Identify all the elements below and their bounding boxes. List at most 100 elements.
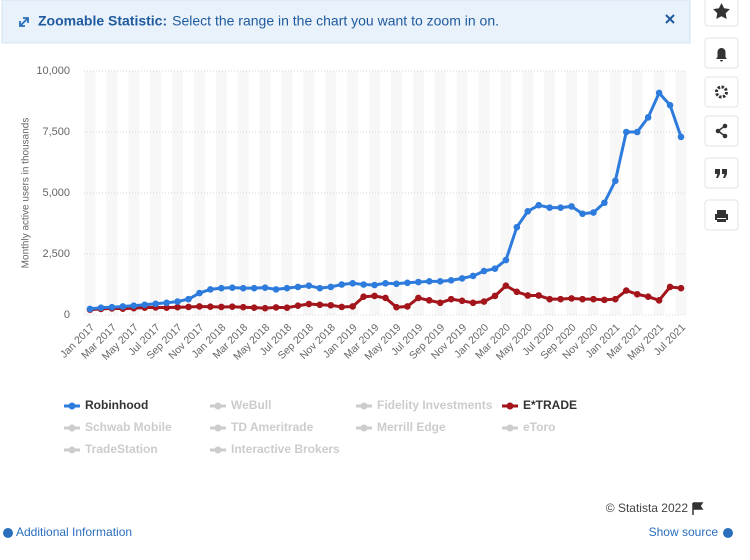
- close-button[interactable]: [665, 14, 675, 24]
- data-point: [97, 304, 105, 311]
- y-tick-label: 5,000: [42, 187, 70, 199]
- legend-symbol-dot: [214, 402, 222, 410]
- data-point: [579, 210, 586, 218]
- data-point: [174, 298, 181, 305]
- data-point: [458, 275, 466, 282]
- data-point: [666, 283, 674, 291]
- info-icon: [3, 528, 13, 538]
- data-point: [283, 284, 291, 292]
- show-source-link[interactable]: Show source: [649, 525, 719, 539]
- zoom-icon: [19, 17, 29, 27]
- band: [587, 71, 599, 315]
- additional-info-link[interactable]: Additional Information: [16, 525, 132, 539]
- data-point: [546, 295, 553, 303]
- data-point: [163, 299, 170, 307]
- data-point: [360, 293, 367, 301]
- band: [434, 71, 446, 315]
- data-point: [447, 277, 455, 284]
- data-point: [130, 302, 138, 310]
- legend-label: Merrill Edge: [377, 420, 446, 434]
- data-point: [393, 280, 400, 288]
- data-point: [250, 284, 258, 292]
- data-point: [371, 281, 378, 289]
- data-point: [513, 288, 521, 296]
- legend-label: Fidelity Investments: [377, 398, 493, 412]
- data-point: [524, 292, 532, 299]
- legend-label: Robinhood: [85, 398, 148, 412]
- cite-button[interactable]: [704, 157, 739, 189]
- legend-item[interactable]: TD Ameritrade: [210, 420, 314, 434]
- data-point: [108, 303, 116, 311]
- share-button[interactable]: [704, 115, 739, 147]
- legend-item[interactable]: WeBull: [210, 398, 271, 412]
- legend-item[interactable]: Interactive Brokers: [210, 442, 340, 456]
- data-point: [349, 279, 356, 287]
- data-point: [163, 304, 170, 311]
- legend-symbol-dot: [506, 424, 514, 432]
- data-point: [305, 300, 313, 308]
- legend-item[interactable]: Robinhood: [64, 398, 148, 412]
- data-point: [480, 298, 488, 305]
- band: [128, 71, 140, 315]
- data-point: [458, 297, 466, 305]
- band: [281, 71, 293, 315]
- data-point: [239, 284, 247, 292]
- share-dot: [715, 128, 721, 134]
- legend-symbol-dot: [68, 446, 76, 454]
- data-point: [272, 286, 280, 293]
- legend-item[interactable]: E*TRADE: [502, 398, 577, 412]
- data-point: [228, 303, 236, 311]
- legend-item[interactable]: Merrill Edge: [356, 420, 446, 434]
- bell-icon: [716, 48, 727, 62]
- legend-label: Schwab Mobile: [85, 420, 172, 434]
- banner: [1, 0, 691, 44]
- data-point: [601, 199, 608, 207]
- data-point: [436, 299, 444, 307]
- data-point: [382, 294, 389, 302]
- data-point: [579, 295, 586, 303]
- data-point: [294, 283, 302, 291]
- data-point: [502, 282, 510, 290]
- legend-item[interactable]: Fidelity Investments: [356, 398, 493, 412]
- band: [259, 71, 271, 315]
- data-point: [185, 295, 192, 303]
- band: [631, 71, 643, 315]
- legend-item[interactable]: eToro: [502, 420, 555, 434]
- star-icon: [713, 3, 730, 19]
- data-point: [535, 201, 543, 209]
- band: [653, 71, 665, 315]
- legend-symbol-dot: [68, 424, 76, 432]
- data-point: [272, 304, 280, 311]
- data-point: [327, 301, 335, 309]
- data-point: [152, 300, 159, 308]
- legend-item[interactable]: Schwab Mobile: [64, 420, 172, 434]
- banner-text: Select the range in the chart you want t…: [172, 13, 499, 29]
- legend-symbol-dot: [360, 402, 368, 410]
- y-tick-label: 10,000: [36, 65, 70, 77]
- data-point: [469, 299, 477, 307]
- data-point: [294, 302, 302, 310]
- data-point: [404, 279, 411, 287]
- settings-button[interactable]: [704, 76, 739, 108]
- data-point: [316, 284, 324, 292]
- banner-title: Zoomable Statistic:: [38, 13, 167, 29]
- band: [566, 71, 578, 315]
- legend-label: E*TRADE: [523, 398, 577, 412]
- data-point: [218, 303, 225, 311]
- band: [412, 71, 424, 315]
- legend-item[interactable]: TradeStation: [64, 442, 158, 456]
- band: [303, 71, 315, 315]
- info-icon: [723, 528, 733, 538]
- legend-label: eToro: [523, 420, 555, 434]
- data-point: [174, 303, 181, 311]
- data-point: [633, 128, 641, 136]
- band: [347, 71, 359, 315]
- y-tick-label: 7,500: [42, 126, 70, 138]
- data-point: [393, 303, 400, 311]
- data-point: [316, 301, 324, 309]
- print-icon: [715, 210, 728, 222]
- data-point: [568, 203, 575, 210]
- data-point: [228, 284, 236, 291]
- data-point: [447, 295, 455, 303]
